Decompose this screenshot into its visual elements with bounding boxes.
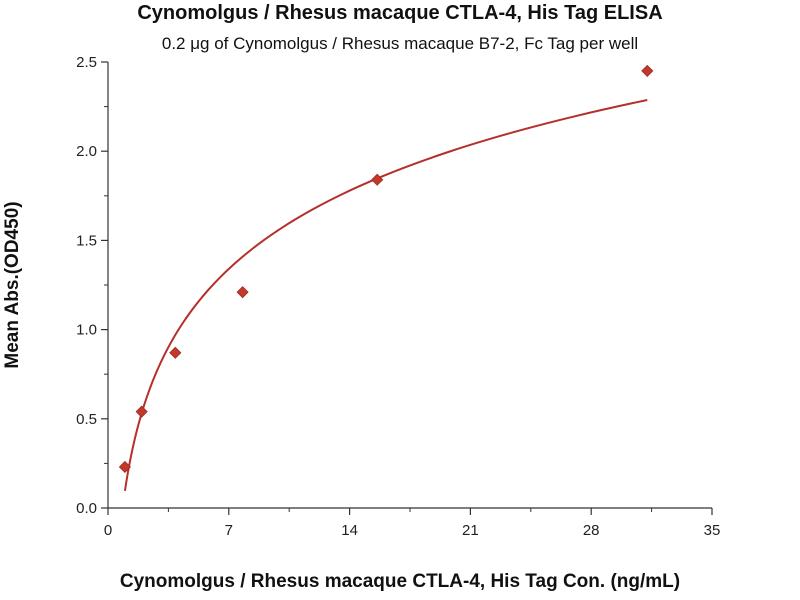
x-tick-label: 7 bbox=[225, 522, 233, 539]
y-tick-label: 2.5 bbox=[76, 54, 97, 71]
y-tick-label: 1.5 bbox=[76, 232, 97, 249]
chart-axes: 0.0 0.5 1.0 1.5 2.0 2.5 0 7 14 21 28 35 bbox=[76, 54, 720, 539]
data-point bbox=[169, 346, 182, 359]
chart-subtitle: 0.2 μg of Cynomolgus / Rhesus macaque B7… bbox=[161, 34, 639, 53]
data-points bbox=[118, 64, 654, 474]
y-tick-label: 0.5 bbox=[76, 411, 97, 428]
y-tick-label: 1.0 bbox=[76, 322, 97, 339]
y-axis-label: Mean Abs.(OD450) bbox=[2, 201, 23, 369]
data-point bbox=[641, 64, 654, 77]
y-tick-label: 2.0 bbox=[76, 143, 97, 160]
data-point bbox=[135, 405, 148, 418]
data-point bbox=[118, 460, 131, 474]
data-point bbox=[371, 173, 384, 186]
x-axis-label: Cynomolgus / Rhesus macaque CTLA-4, His … bbox=[119, 571, 681, 592]
data-point bbox=[236, 286, 249, 299]
chart-title: Cynomolgus / Rhesus macaque CTLA-4, His … bbox=[137, 2, 663, 24]
fit-curve-layer bbox=[123, 99, 648, 492]
x-tick-label: 0 bbox=[104, 522, 112, 539]
x-tick-label: 35 bbox=[704, 522, 721, 539]
fit-curve bbox=[123, 99, 648, 492]
y-tick-label: 0.0 bbox=[76, 500, 97, 517]
x-tick-label: 28 bbox=[583, 522, 600, 539]
x-tick-label: 21 bbox=[462, 522, 479, 539]
x-tick-label: 14 bbox=[341, 522, 358, 539]
